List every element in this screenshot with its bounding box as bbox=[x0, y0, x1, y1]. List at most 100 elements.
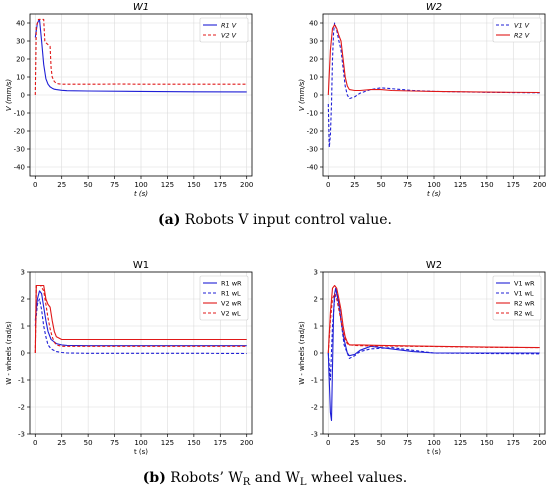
x-tick-label: 150 bbox=[187, 181, 200, 189]
series-line-v1-v bbox=[327, 22, 540, 148]
x-axis-label: t (s) bbox=[427, 448, 441, 456]
y-tick-label: -3 bbox=[311, 431, 318, 439]
y-tick-label: 3 bbox=[21, 269, 25, 277]
x-axis-label: t (s) bbox=[427, 190, 441, 198]
chart-title: W1 bbox=[133, 2, 149, 13]
caption-b: (b) Robots’ WR and WL wheel values. bbox=[0, 470, 550, 488]
y-tick-label: 30 bbox=[309, 38, 318, 46]
x-tick-label: 100 bbox=[427, 181, 440, 189]
plot-frame bbox=[29, 271, 253, 435]
series-line-v1-wl bbox=[327, 290, 540, 381]
plot-frame bbox=[29, 13, 253, 177]
x-axis-label: t (s) bbox=[134, 448, 148, 456]
x-tick-label: 50 bbox=[84, 181, 93, 189]
y-tick-label: -20 bbox=[14, 128, 25, 136]
caption-b-text-pre: Robots’ W bbox=[170, 470, 243, 486]
x-tick-label: 0 bbox=[326, 181, 330, 189]
x-tick-label: 75 bbox=[403, 181, 412, 189]
y-tick-label: 3 bbox=[314, 269, 318, 277]
x-tick-label: 25 bbox=[57, 439, 66, 447]
y-tick-label: 30 bbox=[16, 38, 25, 46]
x-tick-label: 0 bbox=[33, 439, 37, 447]
legend-box bbox=[199, 275, 249, 321]
y-tick-label: -30 bbox=[307, 146, 318, 154]
series-line-r2-v bbox=[327, 24, 540, 96]
y-tick-label: -20 bbox=[307, 128, 318, 136]
legend-label: R1 wR bbox=[221, 280, 242, 288]
y-tick-label: -40 bbox=[14, 164, 25, 172]
legend-label: V2 wL bbox=[221, 310, 241, 318]
legend-label: R2 V bbox=[514, 32, 530, 40]
x-tick-label: 25 bbox=[57, 181, 66, 189]
series-line-r2-wl bbox=[327, 293, 540, 354]
legend-label: V1 V bbox=[514, 22, 530, 30]
x-tick-label: 175 bbox=[214, 439, 227, 447]
legend-label: R2 wR bbox=[514, 300, 535, 308]
x-tick-label: 150 bbox=[480, 439, 493, 447]
series-line-v2-v bbox=[34, 18, 247, 96]
x-tick-label: 200 bbox=[533, 181, 546, 189]
x-tick-label: 125 bbox=[454, 439, 467, 447]
x-tick-label: 50 bbox=[377, 439, 386, 447]
legend-label: V1 wR bbox=[514, 280, 535, 288]
legend-box bbox=[199, 17, 249, 43]
y-axis-label: W - wheels (rad/s) bbox=[298, 321, 306, 385]
chart-2: 0 25 50 75 100 125 150 175 200 -40 -30 -20 -10 0 10 20 3… bbox=[298, 2, 546, 198]
series-line-r1-wl bbox=[34, 298, 247, 355]
y-tick-label: 10 bbox=[309, 74, 318, 82]
y-tick-label: -1 bbox=[18, 377, 25, 385]
x-tick-label: 75 bbox=[403, 439, 412, 447]
chart-title: W1 bbox=[133, 260, 149, 271]
y-tick-label: -2 bbox=[18, 404, 25, 412]
y-tick-label: -10 bbox=[307, 110, 318, 118]
x-tick-label: 50 bbox=[84, 439, 93, 447]
y-tick-label: -10 bbox=[14, 110, 25, 118]
x-tick-label: 125 bbox=[161, 439, 174, 447]
x-tick-label: 0 bbox=[33, 181, 37, 189]
caption-b-text-post: wheel values. bbox=[306, 470, 408, 486]
x-tick-label: 25 bbox=[350, 181, 359, 189]
series-line-v1-wr bbox=[327, 287, 540, 422]
legend-box bbox=[492, 275, 542, 321]
y-tick-label: -2 bbox=[311, 404, 318, 412]
series-line-v2-wl bbox=[34, 284, 247, 354]
x-tick-label: 25 bbox=[350, 439, 359, 447]
x-tick-label: 175 bbox=[214, 181, 227, 189]
legend-label: V1 wL bbox=[514, 290, 534, 298]
x-tick-label: 175 bbox=[507, 439, 520, 447]
y-axis-label: V (mm/s) bbox=[5, 79, 13, 111]
chart-1: 0 25 50 75 100 125 150 175 200 -40 -30 -20 -10 0 10 20 3… bbox=[5, 2, 253, 198]
caption-a-label: (a) bbox=[158, 212, 181, 228]
legend-label: V2 wR bbox=[221, 300, 242, 308]
chart-4: 0 25 50 75 100 125 150 175 200 -3 -2 -1 0 1 2 3 W2 t (s) W… bbox=[298, 260, 546, 456]
caption-b-label: (b) bbox=[142, 470, 166, 486]
caption-a: (a) Robots V input control value. bbox=[0, 212, 550, 228]
y-tick-label: -30 bbox=[14, 146, 25, 154]
caption-b-sub-r: R bbox=[242, 477, 251, 488]
chart-title: W2 bbox=[426, 2, 442, 13]
chart-title: W2 bbox=[426, 260, 442, 271]
y-tick-label: 40 bbox=[309, 20, 318, 28]
series-line-r2-wr bbox=[327, 284, 540, 354]
caption-b-text-mid: and W bbox=[250, 470, 300, 486]
x-tick-label: 100 bbox=[134, 181, 147, 189]
legend-label: V2 V bbox=[221, 32, 237, 40]
y-tick-label: 20 bbox=[16, 56, 25, 64]
x-tick-label: 0 bbox=[326, 439, 330, 447]
series-line-r1-v bbox=[34, 18, 247, 93]
y-axis-label: V (mm/s) bbox=[298, 79, 306, 111]
y-axis-label: W - wheels (rad/s) bbox=[5, 321, 13, 385]
x-tick-label: 150 bbox=[480, 181, 493, 189]
y-tick-label: 0 bbox=[21, 350, 25, 358]
plot-frame bbox=[322, 271, 546, 435]
x-tick-label: 100 bbox=[427, 439, 440, 447]
legend-label: R1 wL bbox=[221, 290, 241, 298]
y-tick-label: -1 bbox=[311, 377, 318, 385]
x-tick-label: 150 bbox=[187, 439, 200, 447]
x-axis-label: t (s) bbox=[134, 190, 148, 198]
plot-frame bbox=[322, 13, 546, 177]
caption-a-text: Robots V input control value. bbox=[184, 212, 392, 228]
y-tick-label: 1 bbox=[314, 323, 318, 331]
x-tick-label: 200 bbox=[240, 439, 253, 447]
x-tick-label: 100 bbox=[134, 439, 147, 447]
